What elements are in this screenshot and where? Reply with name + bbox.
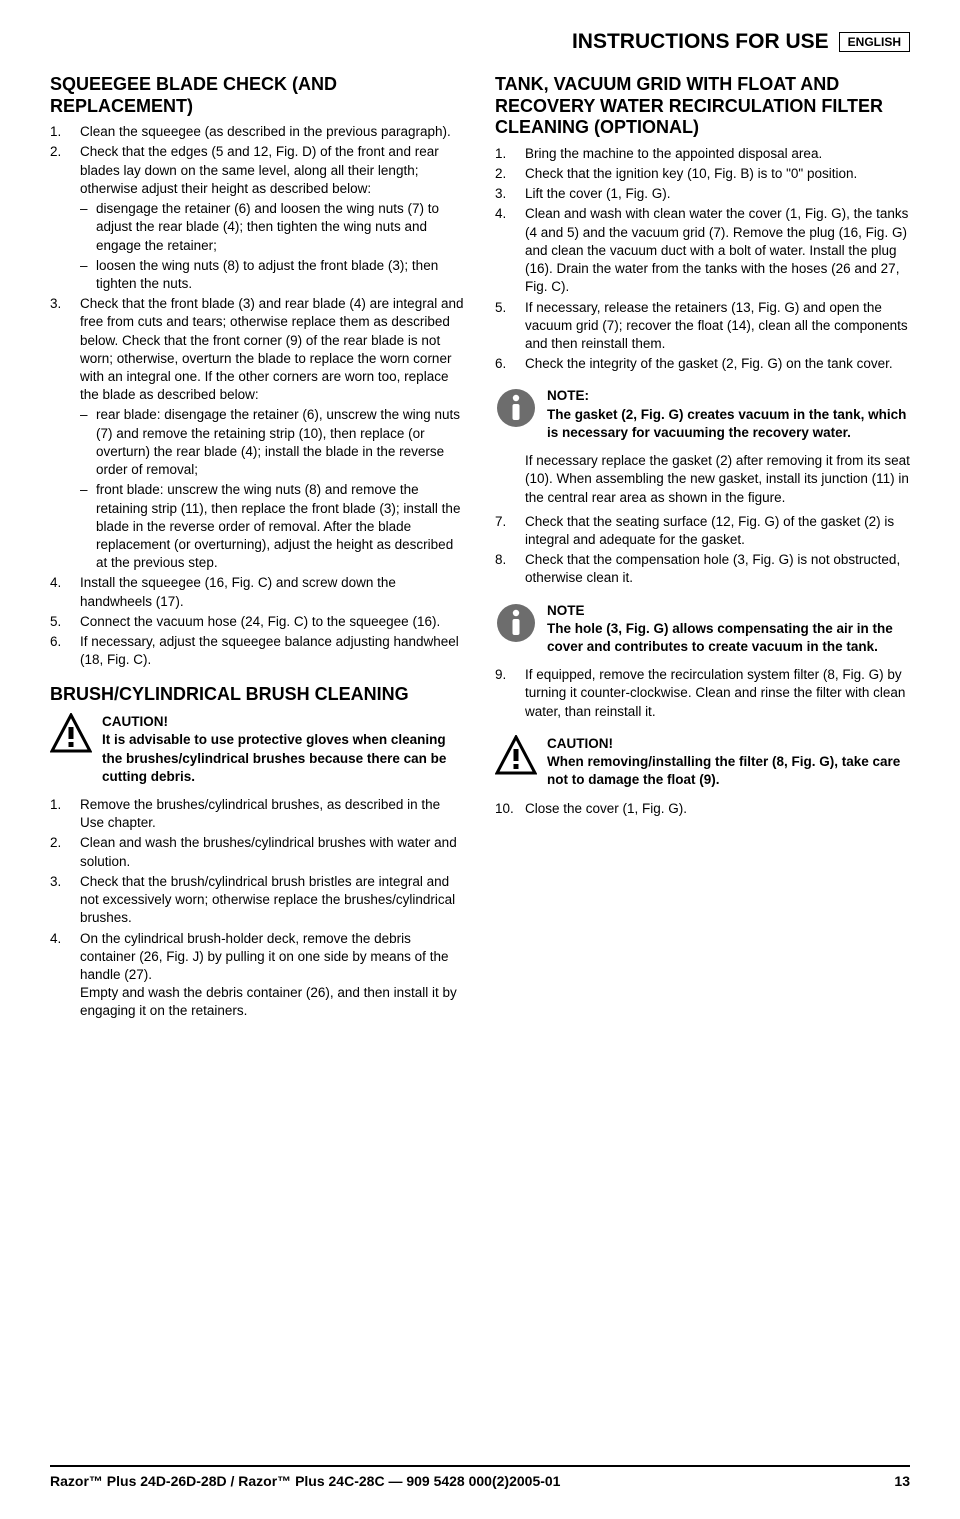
list-item: If equipped, remove the recirculation sy… [495,666,910,721]
info-icon [495,602,537,644]
squeegee-list: Clean the squeegee (as described in the … [50,123,465,669]
sub-item: rear blade: disengage the retainer (6), … [80,406,465,479]
sub-list: disengage the retainer (6) and loosen th… [80,200,465,293]
list-item: Lift the cover (1, Fig. G). [495,185,910,203]
left-column: SQUEEGEE BLADE CHECK (AND REPLACEMENT) C… [50,74,465,1035]
section-title-tank: TANK, VACUUM GRID WITH FLOAT AND RECOVER… [495,74,910,139]
list-item: Check that the ignition key (10, Fig. B)… [495,165,910,183]
inset-text: If necessary replace the gasket (2) afte… [525,452,910,507]
page-header: INSTRUCTIONS FOR USE ENGLISH [50,30,910,54]
caution-label: CAUTION! [102,713,465,731]
list-item: Check that the brush/cylindrical brush b… [50,873,465,928]
warning-icon [50,713,92,755]
sub-list: rear blade: disengage the retainer (6), … [80,406,465,572]
tank-list-4: Close the cover (1, Fig. G). [495,800,910,818]
tank-list-1: Bring the machine to the appointed dispo… [495,145,910,374]
list-text: Clean the squeegee (as described in the … [80,124,451,139]
note-label: NOTE [547,602,910,620]
list-item: Check the integrity of the gasket (2, Fi… [495,355,910,373]
caution-text: CAUTION! It is advisable to use protecti… [102,713,465,786]
tank-list-3: If equipped, remove the recirculation sy… [495,666,910,721]
note-callout-1: NOTE: The gasket (2, Fig. G) creates vac… [495,387,910,442]
warning-icon [495,735,537,777]
note-callout-2: NOTE The hole (3, Fig. G) allows compens… [495,602,910,657]
caution-label: CAUTION! [547,735,910,753]
footer-left: Razor™ Plus 24D-26D-28D / Razor™ Plus 24… [50,1473,560,1489]
note-body: The hole (3, Fig. G) allows compensating… [547,620,910,656]
caution-body: It is advisable to use protective gloves… [102,731,465,786]
sub-item: loosen the wing nuts (8) to adjust the f… [80,257,465,293]
content-columns: SQUEEGEE BLADE CHECK (AND REPLACEMENT) C… [50,74,910,1035]
list-item: On the cylindrical brush-holder deck, re… [50,930,465,1021]
tank-list-2: Check that the seating surface (12, Fig.… [495,513,910,588]
list-item: Bring the machine to the appointed dispo… [495,145,910,163]
section-title-brush: BRUSH/CYLINDRICAL BRUSH CLEANING [50,684,465,706]
caution-text: CAUTION! When removing/installing the fi… [547,735,910,790]
sub-item: front blade: unscrew the wing nuts (8) a… [80,481,465,572]
list-item: Clean the squeegee (as described in the … [50,123,465,141]
section-title-squeegee: SQUEEGEE BLADE CHECK (AND REPLACEMENT) [50,74,465,117]
list-item: Check that the edges (5 and 12, Fig. D) … [50,143,465,293]
footer-page-number: 13 [894,1473,910,1489]
note-body: The gasket (2, Fig. G) creates vacuum in… [547,406,910,442]
note-text: NOTE The hole (3, Fig. G) allows compens… [547,602,910,657]
list-item: If necessary, adjust the squeegee balanc… [50,633,465,669]
caution-body: When removing/installing the filter (8, … [547,753,910,789]
list-item: If necessary, release the retainers (13,… [495,299,910,354]
note-label: NOTE: [547,387,910,405]
caution-callout-2: CAUTION! When removing/installing the fi… [495,735,910,790]
list-item: Clean and wash with clean water the cove… [495,205,910,296]
brush-list: Remove the brushes/cylindrical brushes, … [50,796,465,1021]
list-item: Remove the brushes/cylindrical brushes, … [50,796,465,832]
right-column: TANK, VACUUM GRID WITH FLOAT AND RECOVER… [495,74,910,1035]
list-item: Check that the compensation hole (3, Fig… [495,551,910,587]
list-item: Close the cover (1, Fig. G). [495,800,910,818]
list-item: Connect the vacuum hose (24, Fig. C) to … [50,613,465,631]
list-item: Check that the front blade (3) and rear … [50,295,465,572]
sub-item: disengage the retainer (6) and loosen th… [80,200,465,255]
caution-callout: CAUTION! It is advisable to use protecti… [50,713,465,786]
language-box: ENGLISH [839,32,910,52]
info-icon [495,387,537,429]
list-text: Check that the front blade (3) and rear … [80,296,463,402]
list-item: Clean and wash the brushes/cylindrical b… [50,834,465,870]
list-text: Check that the edges (5 and 12, Fig. D) … [80,144,439,195]
list-item: Install the squeegee (16, Fig. C) and sc… [50,574,465,610]
note-text: NOTE: The gasket (2, Fig. G) creates vac… [547,387,910,442]
header-title: INSTRUCTIONS FOR USE [572,30,829,54]
page-footer: Razor™ Plus 24D-26D-28D / Razor™ Plus 24… [50,1465,910,1489]
list-item: Check that the seating surface (12, Fig.… [495,513,910,549]
